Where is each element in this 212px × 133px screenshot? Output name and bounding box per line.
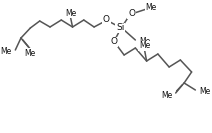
Text: Me: Me: [25, 49, 36, 57]
Text: Si: Si: [116, 24, 124, 32]
Text: Me: Me: [199, 88, 210, 97]
Text: Me: Me: [65, 9, 76, 18]
Text: O: O: [110, 38, 117, 47]
Text: Me: Me: [162, 90, 173, 99]
Text: Me: Me: [0, 47, 12, 57]
Text: O: O: [103, 16, 110, 24]
Text: Me: Me: [146, 3, 157, 11]
Text: O: O: [128, 9, 135, 18]
Text: Me: Me: [139, 38, 150, 47]
Text: Me: Me: [139, 41, 150, 51]
